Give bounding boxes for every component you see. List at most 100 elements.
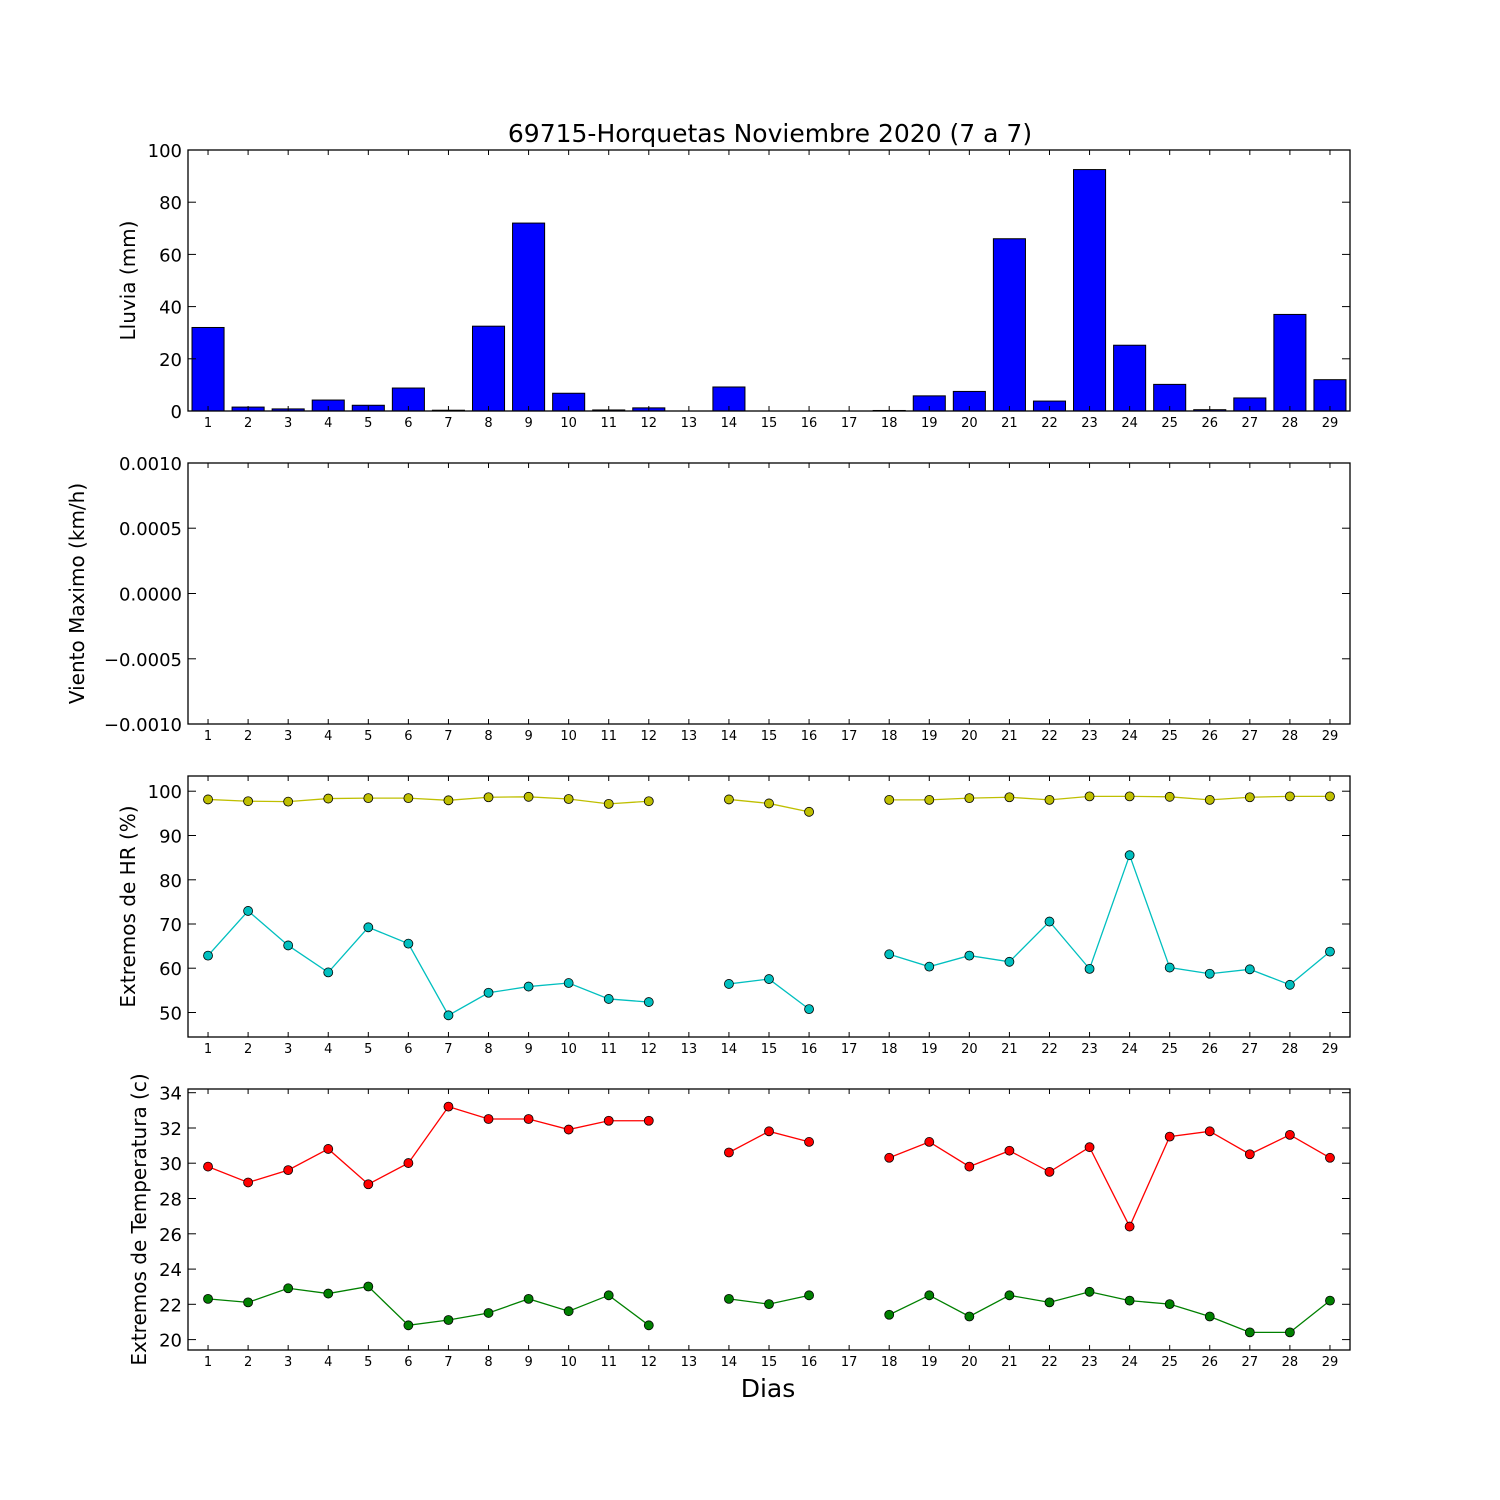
series-2-point-day-20 xyxy=(964,1311,975,1322)
series-1-point-day-21 xyxy=(1004,792,1015,803)
series-1-point-day-23 xyxy=(1084,791,1095,802)
series-2-point-day-9 xyxy=(523,1293,534,1304)
x-tick-label: 7 xyxy=(444,1355,452,1370)
x-tick-label: 9 xyxy=(524,1042,532,1057)
series-1-line-segment-3 xyxy=(889,795,1330,801)
x-tick-label: 5 xyxy=(364,729,372,744)
x-tick-label: 4 xyxy=(324,729,332,744)
rainfall-panel: 1 2 3 4 5 6 7 8 9 10 11 12 13 14 15 16 17 18 19 20 21 22 23 24 2… xyxy=(116,141,1351,431)
rain-bar-day-1 xyxy=(191,326,225,412)
series-2-point-day-12 xyxy=(643,1320,654,1331)
x-tick-label: 20 xyxy=(961,1042,978,1057)
x-tick-label: 19 xyxy=(921,1355,938,1370)
series-2-point-day-21 xyxy=(1004,1290,1015,1301)
series-2-point-day-25 xyxy=(1164,1299,1175,1310)
x-tick-label: 25 xyxy=(1161,1355,1178,1370)
x-tick-label: 14 xyxy=(721,1042,738,1057)
series-1-point-day-16 xyxy=(804,1137,814,1147)
series-2-point-day-5 xyxy=(363,922,374,933)
x-tick-label: 26 xyxy=(1201,416,1218,431)
x-tick-label: 3 xyxy=(284,1042,292,1057)
x-tick-label: 16 xyxy=(801,1042,818,1057)
x-tick-label: 11 xyxy=(600,1042,617,1057)
temperature-extremes-panel: 1 2 3 4 5 6 7 8 9 10 11 12 13 14 15 16 17 18 19 20 21 22 23 24 2… xyxy=(127,1073,1351,1370)
series-2-point-day-19 xyxy=(924,1290,935,1301)
series-1-point-day-11 xyxy=(603,1115,614,1126)
series-1-point-day-27 xyxy=(1244,792,1255,803)
series-2-point-day-26 xyxy=(1204,1311,1215,1322)
series-1-point-day-6 xyxy=(403,793,414,804)
x-tick-label: 1 xyxy=(204,1355,212,1370)
x-tick-label: 18 xyxy=(881,1355,898,1370)
x-tick-label: 6 xyxy=(404,1355,412,1370)
x-tick-label: 27 xyxy=(1242,1042,1259,1057)
x-tick-label: 18 xyxy=(881,416,898,431)
series-2-point-day-23 xyxy=(1084,963,1095,974)
x-tick-label: 12 xyxy=(641,1355,658,1370)
y-tick-label: 0.0010 xyxy=(119,454,182,475)
x-tick-label: 20 xyxy=(961,729,978,744)
y-tick-label: 22 xyxy=(159,1295,182,1316)
series-1-point-day-22 xyxy=(1044,1166,1055,1177)
series-2-point-day-4 xyxy=(323,1288,334,1299)
series-2-point-day-7 xyxy=(443,1010,454,1021)
y-tick-label: 80 xyxy=(159,193,182,214)
series-2-point-day-8 xyxy=(483,987,494,998)
series-2-point-day-2 xyxy=(243,1297,254,1308)
series-2-point-day-18 xyxy=(884,949,895,960)
series-1-point-day-24 xyxy=(1124,791,1135,802)
series-1-line-segment-1 xyxy=(207,1105,649,1186)
x-tick-label: 9 xyxy=(524,729,532,744)
x-tick-label: 29 xyxy=(1322,1042,1339,1057)
x-tick-label: 23 xyxy=(1081,729,1098,744)
x-tick-label: 8 xyxy=(484,416,492,431)
x-tick-label: 1 xyxy=(204,729,212,744)
series-1-point-day-5 xyxy=(363,793,374,804)
series-1-point-day-15 xyxy=(764,1126,774,1137)
x-tick-label: 10 xyxy=(560,1355,577,1370)
x-tick-label: 20 xyxy=(961,416,978,431)
series-1-point-day-7 xyxy=(443,795,454,806)
series-1-point-day-21 xyxy=(1004,1145,1015,1156)
x-tick-label: 29 xyxy=(1322,416,1339,431)
series-2-point-day-18 xyxy=(884,1309,895,1320)
series-1-point-day-9 xyxy=(523,791,534,802)
series-2-point-day-28 xyxy=(1285,979,1295,990)
x-tick-label: 14 xyxy=(721,416,738,431)
series-1-point-day-15 xyxy=(764,798,774,809)
series-1-point-day-29 xyxy=(1325,791,1335,802)
series-1-point-day-12 xyxy=(643,1115,654,1126)
x-tick-label: 18 xyxy=(881,729,898,744)
series-2-point-day-16 xyxy=(804,1004,814,1015)
x-tick-label: 22 xyxy=(1041,1355,1058,1370)
series-2-point-day-14 xyxy=(724,1293,734,1304)
y-tick-label: 26 xyxy=(159,1225,182,1246)
y-tick-label: 100 xyxy=(148,141,182,162)
y-tick-label: 30 xyxy=(159,1154,182,1175)
x-tick-label: 16 xyxy=(801,416,818,431)
x-tick-label: 19 xyxy=(921,1042,938,1057)
x-tick-label: 8 xyxy=(484,1042,492,1057)
x-tick-label: 26 xyxy=(1201,729,1218,744)
series-2-point-day-19 xyxy=(924,961,935,972)
x-tick-label: 25 xyxy=(1161,416,1178,431)
x-tick-label: 27 xyxy=(1242,729,1259,744)
y-tick-label: 50 xyxy=(159,1004,182,1025)
humidity-extremes-panel: 1 2 3 4 5 6 7 8 9 10 11 12 13 14 15 16 17 18 19 20 21 22 23 24 2… xyxy=(116,775,1351,1057)
x-tick-label: 6 xyxy=(404,729,412,744)
series-1-point-day-23 xyxy=(1084,1142,1095,1153)
series-1-point-day-4 xyxy=(323,1144,334,1154)
x-tick-label: 1 xyxy=(204,416,212,431)
x-tick-label: 26 xyxy=(1201,1042,1218,1057)
series-2-point-day-26 xyxy=(1204,968,1215,979)
series-2-point-day-27 xyxy=(1244,964,1255,975)
series-1-point-day-16 xyxy=(804,806,814,817)
series-1-point-day-28 xyxy=(1285,1129,1295,1140)
series-1-point-day-2 xyxy=(243,796,254,807)
series-1-point-day-10 xyxy=(563,1124,574,1135)
x-tick-label: 3 xyxy=(284,729,292,744)
x-tick-label: 2 xyxy=(244,1355,252,1370)
y-tick-label: 80 xyxy=(159,871,182,892)
series-1-point-day-26 xyxy=(1204,794,1215,805)
